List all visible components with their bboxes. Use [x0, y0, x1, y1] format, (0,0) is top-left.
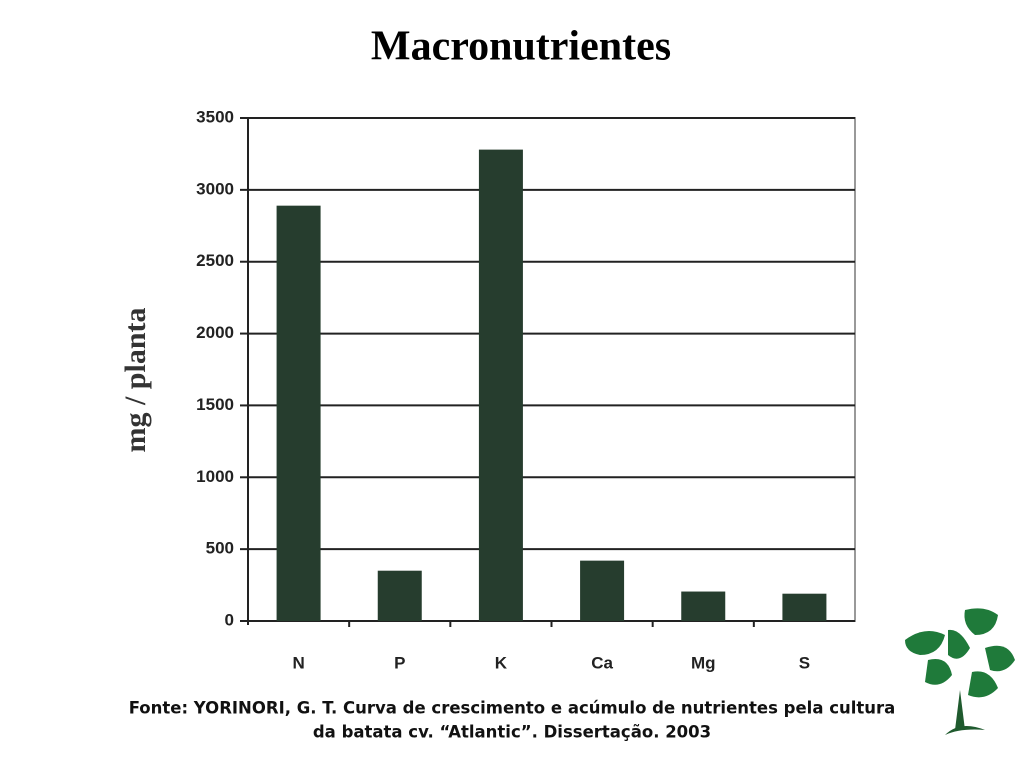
bar — [276, 205, 321, 621]
y-tick-label: 0 — [225, 610, 234, 629]
y-tick-label: 3000 — [196, 179, 234, 198]
y-tick-label: 1000 — [196, 467, 234, 486]
x-tick-label: N — [292, 653, 304, 672]
logo — [905, 608, 1015, 735]
chart-title: Macronutrientes — [371, 24, 671, 70]
x-tick-label: P — [394, 653, 405, 672]
x-tick-label: Mg — [691, 653, 716, 672]
bar — [782, 593, 827, 621]
bar — [377, 570, 422, 621]
y-axis-label: mg / planta — [119, 307, 152, 452]
plot-frame — [247, 117, 856, 622]
y-tick-label: 2000 — [196, 323, 234, 342]
source-line: Fonte: YORINORI, G. T. Curva de crescime… — [129, 699, 896, 718]
bar — [580, 560, 625, 621]
y-tick-label: 2500 — [196, 251, 234, 270]
y-tick-label: 1500 — [196, 395, 234, 414]
x-tick-label: Ca — [591, 653, 613, 672]
bar — [478, 149, 523, 622]
y-tick-label: 3500 — [196, 107, 234, 126]
y-tick-label: 500 — [206, 539, 234, 558]
x-tick-label: S — [799, 653, 810, 672]
bar — [681, 591, 726, 621]
source-line: da batata cv. “Atlantic”. Dissertação. 2… — [313, 723, 711, 742]
x-tick-label: K — [495, 653, 508, 672]
